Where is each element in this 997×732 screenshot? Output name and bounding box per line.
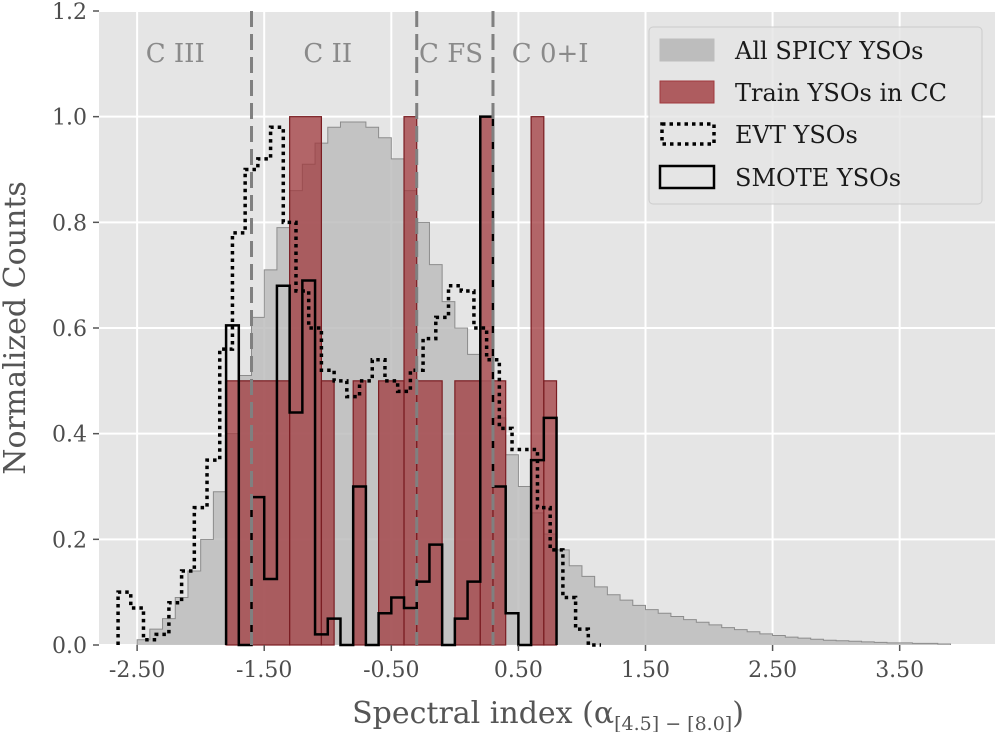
legend-label-train: Train YSOs in CC <box>735 79 947 107</box>
y-tick-label: 0.6 <box>52 317 87 342</box>
train-bar <box>479 116 494 646</box>
class-boundaries <box>250 11 495 645</box>
x-tick-label: 3.50 <box>875 658 924 683</box>
x-tick-label: 0.50 <box>494 658 543 683</box>
smote-line <box>224 115 558 647</box>
class-label: C III <box>146 39 205 69</box>
legend: All SPICY YSOs Train YSOs in CC EVT YSOs… <box>648 26 983 205</box>
x-tick-label: 1.50 <box>621 658 670 683</box>
legend-label-evt: EVT YSOs <box>735 121 858 149</box>
all-spicy-area <box>137 121 951 645</box>
legend-box <box>648 26 983 205</box>
y-tick-label: 1.2 <box>52 0 87 25</box>
x-tick-label: -0.50 <box>363 658 419 683</box>
train-bar <box>225 380 291 646</box>
class-labels: C III C II C FS C 0+I <box>146 39 589 69</box>
legend-swatch-smote <box>658 164 716 190</box>
x-tick-label: -2.50 <box>109 658 165 683</box>
train-bar <box>352 380 367 646</box>
y-tick-label: 0.0 <box>52 634 87 659</box>
legend-swatch-all-spicy <box>659 38 715 62</box>
class-label: C FS <box>419 39 483 69</box>
y-axis-title: Normalized Counts <box>0 181 33 475</box>
x-axis-title-close: ) <box>732 696 744 731</box>
train-bar <box>416 380 443 646</box>
y-tick-label: 0.8 <box>52 211 87 236</box>
x-axis-ticks: -2.50 -1.50 -0.50 0.50 1.50 2.50 3.50 <box>109 645 924 683</box>
y-tick-label: 0.4 <box>52 423 87 448</box>
legend-label-all-spicy: All SPICY YSOs <box>734 37 924 65</box>
train-bar <box>289 116 323 646</box>
train-bar <box>320 380 335 646</box>
x-axis-title-main: Spectral index (α <box>352 696 614 731</box>
y-tick-label: 1.0 <box>52 106 87 131</box>
y-tick-label: 0.2 <box>52 528 87 553</box>
train-bar <box>530 116 545 646</box>
legend-label-smote: SMOTE YSOs <box>735 164 901 192</box>
x-axis-title-sub: [4.5] − [8.0] <box>614 713 732 732</box>
x-tick-label: 2.50 <box>748 658 797 683</box>
legend-swatch-train <box>659 80 715 104</box>
class-label: C 0+I <box>512 39 589 69</box>
y-axis-ticks: 0.0 0.2 0.4 0.6 0.8 1.0 1.2 <box>52 0 99 659</box>
class-label: C II <box>303 39 352 69</box>
x-axis-title: Spectral index (α[4.5] − [8.0]) <box>352 696 744 732</box>
series-smote <box>224 115 558 647</box>
train-bar <box>543 380 558 646</box>
legend-swatch-evt <box>660 122 716 146</box>
x-tick-label: -1.50 <box>236 658 292 683</box>
train-bar <box>492 380 507 646</box>
